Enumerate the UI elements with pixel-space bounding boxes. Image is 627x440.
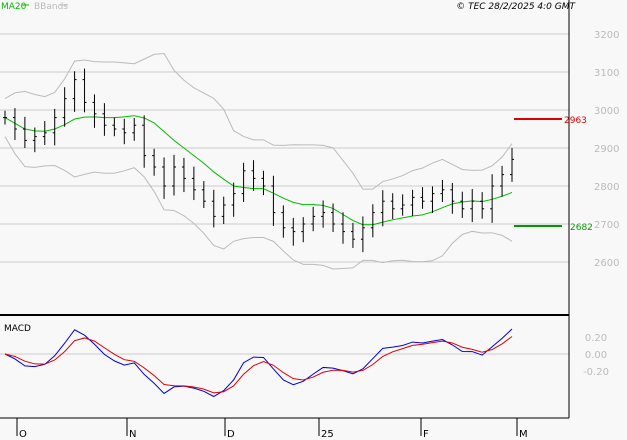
price-tick-label: 3200 (594, 30, 619, 41)
price-tick-label: 2800 (594, 182, 619, 193)
bollinger-lower-line (4, 136, 513, 270)
price-tick-label: 2900 (594, 144, 619, 155)
macd-signal-line (4, 336, 513, 394)
price-tick-label: 3100 (594, 68, 619, 79)
x-tick-label: D (227, 429, 235, 440)
macd-label: MACD (4, 324, 31, 334)
x-tick-label: M (519, 429, 528, 440)
price-tick-label: 2600 (594, 258, 619, 269)
legend-ma20: MA20 (1, 2, 27, 12)
ma20-line (4, 115, 513, 226)
macd-tick-label: 0.20 (585, 333, 607, 344)
legend-bbands: BBands (34, 2, 68, 12)
x-tick-label: N (129, 429, 136, 440)
resistance-label: 2963 (564, 116, 587, 126)
x-tick-label: 25 (321, 429, 334, 440)
macd-tick-label: -0.20 (583, 367, 609, 378)
price-tick-label: 3000 (594, 106, 619, 117)
copyright-timestamp: © TEC 28/2/2025 4:0 GMT (456, 2, 576, 12)
x-tick-label: O (19, 429, 27, 440)
price-tick-label: 2700 (594, 220, 619, 231)
bollinger-upper-line (4, 52, 513, 190)
macd-tick-label: 0.00 (585, 350, 607, 361)
x-tick-label: F (423, 429, 429, 440)
support-label: 2682 (570, 223, 593, 233)
